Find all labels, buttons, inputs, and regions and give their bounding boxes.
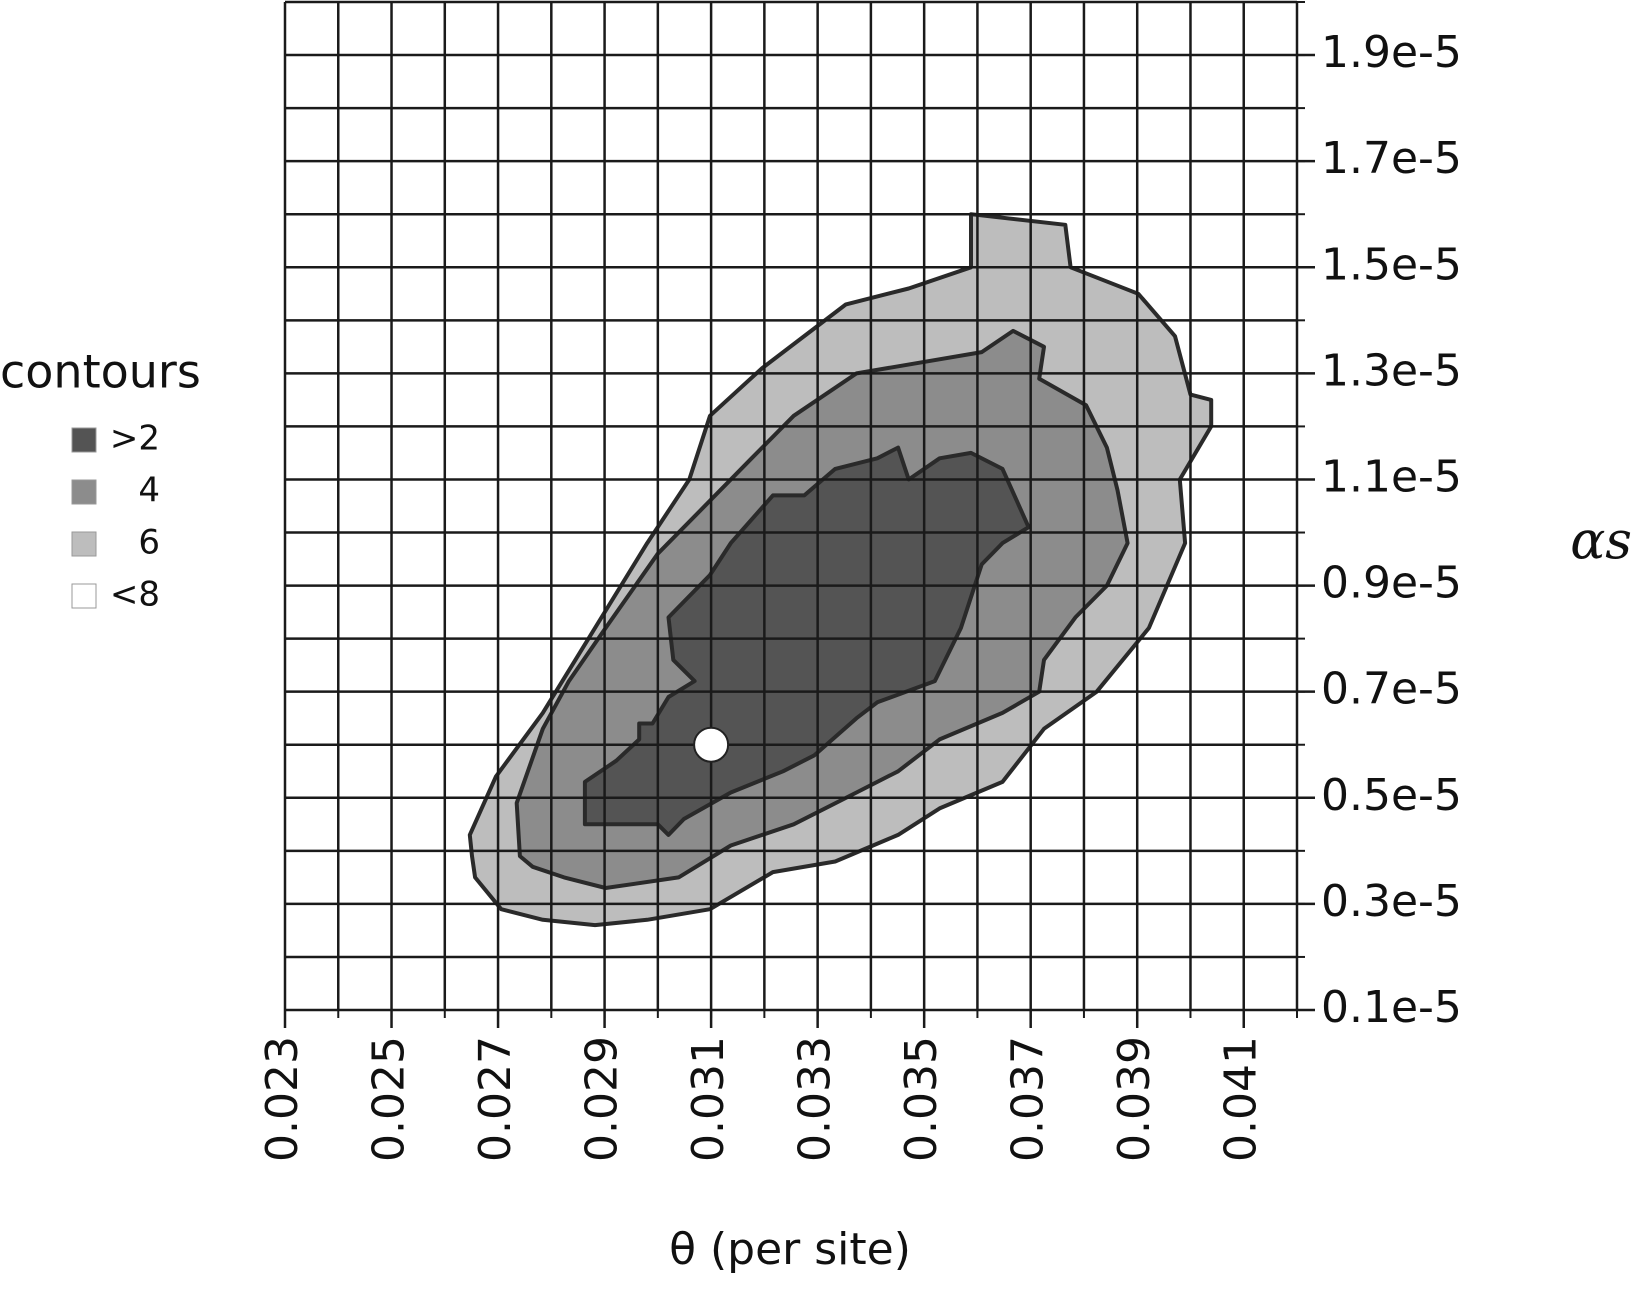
x-tick-label: 0.025 [364,1036,415,1162]
y-tick-label: 0.3e-5 [1321,876,1462,927]
x-tick-label: 0.037 [1003,1036,1054,1162]
legend-swatch [71,479,97,505]
x-tick-label: 0.035 [896,1036,947,1162]
point-marker [693,726,730,763]
y-tick-label: 0.1e-5 [1321,982,1462,1033]
x-tick-label: 0.027 [470,1036,521,1162]
y-tick-label: 0.7e-5 [1321,664,1462,715]
y-tick-label: 1.7e-5 [1321,133,1462,184]
x-tick-label: 0.039 [1109,1036,1160,1162]
y-tick-label: 1.5e-5 [1321,239,1462,290]
y-axis-label: αs [1570,512,1632,572]
x-axis-label: θ (per site) [669,1224,911,1275]
legend-title: contours [0,345,201,399]
legend-label: 4 [138,471,160,511]
legend-swatch [71,583,97,609]
y-tick-label: 1.3e-5 [1321,345,1462,396]
y-tick-label: 0.5e-5 [1321,770,1462,821]
y-tick-label: 1.1e-5 [1321,451,1462,502]
x-tick-label: 0.031 [683,1036,734,1162]
y-tick-label: 0.9e-5 [1321,558,1462,609]
legend-swatch [71,531,97,557]
x-tick-label: 0.023 [257,1036,308,1162]
legend-swatch [71,427,97,453]
y-tick-label: 1.9e-5 [1321,27,1462,78]
x-tick-label: 0.033 [790,1036,841,1162]
legend-label: >2 [110,419,160,459]
legend-label: <8 [110,575,160,615]
x-tick-label: 0.029 [577,1036,628,1162]
legend-label: 6 [138,523,160,563]
x-tick-label: 0.041 [1216,1036,1267,1162]
